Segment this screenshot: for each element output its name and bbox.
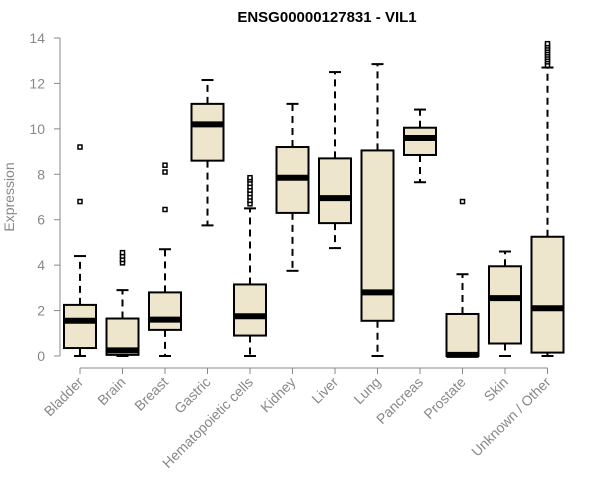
x-tick-label: Bladder (41, 374, 87, 420)
y-tick-label: 0 (37, 348, 45, 364)
box-skin (488, 250, 522, 357)
box-hematopoietic-cells (233, 174, 267, 357)
iqr-box (190, 102, 225, 162)
y-axis-label: Expression (1, 162, 17, 231)
iqr-box (488, 265, 522, 345)
box-unknown-other (530, 40, 565, 357)
x-tick-label: Kidney (257, 374, 299, 416)
boxes-layer (63, 40, 565, 358)
iqr-box (148, 291, 182, 331)
x-tick-label: Skin (481, 374, 512, 405)
y-tick-label: 4 (37, 257, 45, 273)
x-tick-label: Prostate (420, 374, 468, 422)
outlier-point (119, 249, 126, 256)
outlier-point (77, 144, 83, 150)
iqr-box (530, 235, 565, 354)
outlier-point (162, 169, 168, 175)
iqr-box (445, 312, 480, 358)
box-liver (318, 71, 352, 250)
outlier-point (77, 198, 83, 205)
iqr-box (403, 126, 437, 156)
x-tick-label: Unknown / Other (468, 374, 554, 460)
y-tick-label: 8 (37, 166, 45, 182)
y-tick-label: 10 (29, 121, 45, 137)
x-tick-label: Pancreas (373, 374, 426, 427)
iqr-box (63, 303, 97, 350)
box-bladder (63, 144, 97, 357)
box-kidney (275, 102, 310, 272)
box-gastric (190, 79, 225, 227)
outlier-point (247, 174, 253, 181)
outlier-point (459, 198, 466, 205)
y-tick-label: 12 (29, 75, 45, 91)
x-tick-label: Liver (308, 374, 341, 407)
outlier-point (162, 162, 168, 168)
y-tick-label: 2 (37, 303, 45, 319)
x-tick-label: Brain (94, 374, 128, 408)
y-tick-label: 14 (29, 30, 45, 46)
y-axis: 0 2 4 6 8 10 12 14 (29, 30, 61, 364)
box-pancreas (403, 108, 437, 184)
iqr-box (233, 283, 267, 337)
x-tick-label: Lung (350, 374, 383, 407)
box-lung (360, 63, 395, 357)
box-brain (105, 249, 140, 357)
outlier-point (544, 40, 551, 47)
box-breast (148, 162, 182, 357)
box-prostate (445, 198, 480, 358)
chart-title: ENSG00000127831 - VIL1 (237, 9, 416, 26)
outlier-point (162, 206, 168, 213)
iqr-box (318, 157, 352, 225)
y-tick-label: 6 (37, 212, 45, 228)
x-tick-label: Breast (131, 374, 171, 414)
